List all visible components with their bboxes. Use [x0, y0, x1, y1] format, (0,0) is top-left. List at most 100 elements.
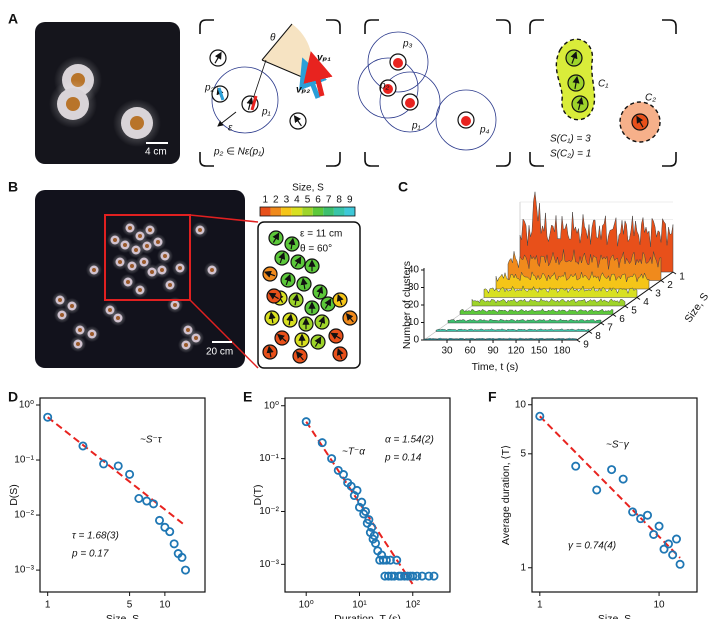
panel-label: D	[8, 389, 18, 405]
point	[352, 485, 362, 495]
y-tick-label: 10	[515, 399, 527, 410]
colorbar-tick-label: 9	[347, 195, 353, 206]
diagram-clusters	[357, 31, 497, 151]
photo-particle-core	[134, 248, 138, 252]
size-tick-label: 5	[631, 306, 637, 317]
panel-label: B	[8, 179, 18, 195]
heading	[576, 97, 584, 110]
photo-particle-core	[118, 260, 122, 264]
photo-particle-core	[76, 342, 80, 346]
photo-particle-core	[186, 328, 190, 332]
y-tick-label: 10⁻¹	[259, 453, 279, 464]
point	[165, 527, 175, 537]
heading	[324, 298, 332, 309]
heading	[266, 345, 274, 358]
y-tick-label: 5	[520, 448, 526, 459]
point	[618, 474, 628, 484]
panel-label: F	[488, 389, 497, 405]
chart: 1 10 1 5 10 Size, S Average duration, ⟨T⟩ ~S⁻γ γ…	[500, 397, 698, 619]
x-axis-title: Size, S	[598, 613, 631, 619]
photo-particle-core	[113, 238, 117, 242]
heading	[277, 333, 287, 342]
photo-particle-core	[116, 316, 120, 320]
point	[301, 417, 311, 427]
point	[643, 510, 653, 520]
point	[671, 534, 681, 544]
frame-bracket	[529, 19, 677, 167]
photo-particle-core	[194, 336, 198, 340]
photo-b	[35, 190, 245, 368]
heading	[330, 332, 341, 340]
x-tick-label: 90	[487, 346, 499, 357]
photo-particle-core	[163, 254, 167, 258]
point	[429, 571, 439, 581]
heading	[268, 292, 279, 300]
fit-line	[539, 415, 681, 559]
size-tick-label: 7	[607, 323, 613, 334]
velocity-label: vₚ₁	[317, 53, 331, 64]
annotation: γ = 0.74(4)	[568, 541, 616, 552]
photo-particle-core	[92, 268, 96, 272]
x-tick-label: 150	[531, 346, 548, 357]
photo-particle-core	[128, 226, 132, 230]
cluster-size-label: S(C₁) = 3	[550, 134, 591, 145]
photo-particle-core	[126, 280, 130, 284]
heading	[288, 237, 296, 250]
theta-label: θ = 60°	[300, 244, 332, 255]
point	[571, 461, 581, 471]
photo-particle-core	[58, 298, 62, 302]
particle-core	[405, 98, 415, 108]
y-tick-label: 1	[520, 562, 526, 573]
x-axis-title: Time, t (s)	[472, 361, 519, 373]
heading	[272, 232, 280, 243]
cluster-size-label: S(C₂) = 1	[550, 149, 591, 160]
diagram-neighborhood	[209, 23, 333, 134]
particle-core	[461, 116, 471, 126]
epsilon-label: ε	[228, 123, 233, 134]
point	[155, 515, 165, 525]
y-tick-label: 0	[413, 335, 419, 346]
particle-label: p₁	[411, 121, 421, 132]
x-tick-label: 120	[508, 346, 525, 357]
heading	[295, 351, 304, 361]
heading	[336, 293, 344, 306]
x-tick-label: 30	[441, 346, 453, 357]
colorbar-swatch	[281, 207, 292, 216]
size-tick-label: 2	[667, 280, 673, 291]
velocity-label: vₚ₂	[296, 85, 310, 96]
scale-bar-label: 4 cm	[145, 147, 167, 158]
y-tick-label: 10⁻¹	[14, 455, 34, 466]
annotation: p = 0.14	[384, 453, 422, 464]
heading	[300, 277, 308, 290]
point	[364, 515, 374, 525]
point	[357, 497, 367, 507]
x-tick-label: 1	[45, 600, 51, 611]
size-tick	[612, 314, 617, 317]
fit-line	[47, 416, 187, 527]
point	[354, 502, 364, 512]
point	[392, 555, 402, 565]
size-tick-label: 9	[583, 340, 589, 351]
diagram-sizes	[555, 38, 661, 143]
panel-label: E	[243, 389, 252, 405]
size-tick	[600, 322, 605, 326]
point	[412, 571, 422, 581]
size-tick-label: 1	[679, 272, 685, 283]
heading	[336, 347, 344, 360]
particle-core	[383, 84, 393, 94]
photo-particle-core	[138, 234, 142, 238]
point	[338, 470, 348, 480]
colorbar-tick-label: 7	[326, 195, 332, 206]
point	[177, 552, 187, 562]
point	[400, 571, 410, 581]
x-tick-label: 5	[127, 600, 133, 611]
point	[628, 507, 638, 517]
photo-particle-core	[156, 240, 160, 244]
heading	[318, 315, 326, 328]
plot-frame	[39, 397, 206, 593]
colorbar-tick-label: 8	[336, 195, 342, 206]
photo-particle-core	[184, 343, 188, 347]
point	[149, 499, 159, 509]
